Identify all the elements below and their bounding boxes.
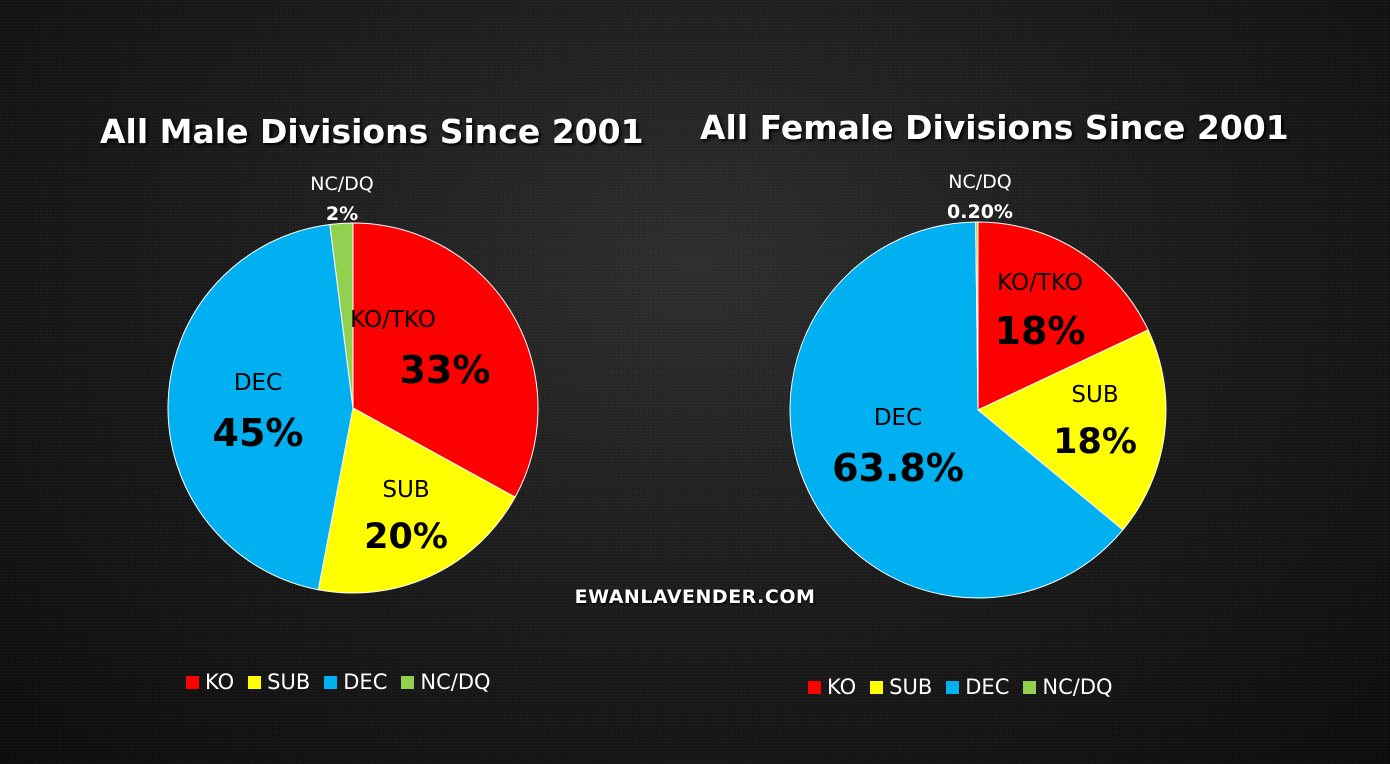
legend-swatch: [946, 680, 960, 694]
female-label-dec: DEC: [874, 405, 922, 431]
legend-swatch: [401, 675, 415, 689]
female-legend-item: DEC: [946, 675, 1009, 699]
male-value-ncdq: 2%: [326, 203, 358, 225]
legend-label: DEC: [343, 670, 388, 694]
female-chart-legend: KO SUB DEC NC/DQ: [808, 675, 1113, 699]
female-legend-item: SUB: [870, 675, 932, 699]
female-legend-item: NC/DQ: [1023, 675, 1113, 699]
female-slice-sub: [977, 329, 1167, 531]
female-slice-ncdq: [975, 221, 979, 411]
male-label-kotko: KO/TKO: [350, 307, 436, 333]
legend-label: SUB: [889, 675, 933, 699]
male-legend-item: SUB: [248, 670, 310, 694]
legend-label: DEC: [965, 675, 1010, 699]
female-slice-kotko: [977, 221, 1149, 411]
male-slice-ncdq: [329, 222, 354, 409]
watermark: EWANLAVENDER.COM: [574, 586, 816, 608]
legend-swatch: [186, 675, 199, 689]
male-value-kotko: 33%: [400, 348, 491, 392]
male-label-ncdq: NC/DQ: [310, 173, 373, 195]
female-chart-title: All Female Divisions Since 2001: [700, 108, 1289, 147]
female-value-ncdq: 0.20%: [947, 201, 1013, 223]
female-slice-dec: [789, 221, 1124, 599]
male-chart-legend: KO SUB DEC NC/DQ: [186, 670, 491, 694]
female-legend-item: KO: [808, 675, 856, 699]
male-label-dec: DEC: [234, 370, 282, 396]
legend-swatch: [324, 675, 338, 689]
male-pie: [167, 222, 539, 594]
male-label-sub: SUB: [382, 477, 429, 503]
female-label-kotko: KO/TKO: [997, 270, 1083, 296]
legend-label: SUB: [267, 670, 311, 694]
legend-label: NC/DQ: [1042, 675, 1113, 699]
male-slice-kotko: [352, 222, 539, 498]
legend-label: NC/DQ: [420, 670, 491, 694]
male-value-dec: 45%: [213, 411, 304, 455]
legend-label: KO: [205, 670, 235, 694]
female-label-sub: SUB: [1071, 382, 1118, 408]
female-value-kotko: 18%: [995, 309, 1086, 353]
male-value-sub: 20%: [364, 517, 448, 557]
male-chart-title: All Male Divisions Since 2001: [100, 112, 644, 151]
legend-label: KO: [827, 675, 857, 699]
female-label-ncdq: NC/DQ: [948, 171, 1011, 193]
male-slice-sub: [317, 407, 516, 594]
legend-swatch: [1023, 680, 1037, 694]
male-slice-dec: [167, 223, 354, 591]
female-value-dec: 63.8%: [832, 446, 964, 490]
female-pie: [789, 221, 1167, 599]
male-legend-item: DEC: [324, 670, 387, 694]
legend-swatch: [808, 680, 821, 694]
female-value-sub: 18%: [1053, 422, 1137, 462]
male-legend-item: NC/DQ: [401, 670, 491, 694]
legend-swatch: [248, 675, 262, 689]
male-legend-item: KO: [186, 670, 234, 694]
legend-swatch: [870, 680, 884, 694]
